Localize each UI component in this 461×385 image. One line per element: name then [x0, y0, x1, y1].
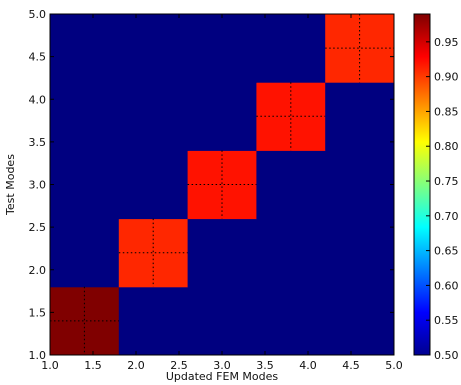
heatmap-cell-r2-c5 — [325, 218, 395, 288]
heatmap-cell-r5-c3 — [187, 14, 257, 83]
heatmap-cell-r2-c1 — [50, 218, 120, 288]
colorbar-tick-label: 0.50 — [434, 349, 459, 362]
y-tick-label: 1.5 — [29, 306, 47, 319]
y-tick-label: 5.0 — [29, 8, 47, 21]
colorbar-tick-label: 0.90 — [434, 71, 459, 84]
x-axis-ticks: 1.0 1.5 2.0 2.5 3.0 3.5 4.0 4.5 5.0 — [41, 14, 403, 372]
heatmap-cell-r4-c1 — [50, 82, 120, 151]
x-tick-label: 2.0 — [127, 359, 145, 372]
x-tick-label: 1.0 — [41, 359, 59, 372]
heatmap-cell-r3-c5 — [325, 150, 395, 220]
heatmap-cell-r5-c1 — [50, 14, 120, 83]
y-tick-label: 1.0 — [29, 349, 47, 362]
heatmap-cell-r1-c5 — [325, 286, 395, 356]
heatmap-cell-r1-c2 — [118, 286, 189, 356]
x-tick-label: 5.0 — [385, 359, 403, 372]
colorbar-ticks: 0.50 0.55 0.60 0.65 0.70 0.75 0.80 0.85 0.90 0.95 — [426, 36, 459, 362]
heatmap-cell-r2-c2 — [118, 218, 189, 288]
heatmap-cell-r1-c1 — [50, 286, 120, 356]
x-axis-label: Updated FEM Modes — [166, 370, 279, 383]
heatmap-cell-r4-c3 — [187, 82, 257, 151]
x-tick-label: 3.5 — [256, 359, 274, 372]
y-axis-ticks: 1.0 1.5 2.0 2.5 3.0 3.5 4.0 4.5 5.0 — [29, 8, 394, 362]
heatmap-cell-r4-c2 — [118, 82, 189, 151]
heatmap-cells — [50, 14, 395, 356]
heatmap-cell-r5-c4 — [256, 14, 326, 83]
cell-dotted-lines — [50, 14, 394, 355]
x-tick-label: 3.0 — [213, 359, 231, 372]
heatmap-cell-r3-c3 — [187, 150, 257, 220]
colorbar-tick-label: 0.85 — [434, 105, 459, 118]
heatmap-cell-r3-c2 — [118, 150, 189, 220]
heatmap-cell-r1-c3 — [187, 286, 257, 356]
heatmap-cell-r3-c4 — [256, 150, 326, 220]
y-tick-label: 4.0 — [29, 93, 47, 106]
y-axis-label: Test Modes — [4, 154, 17, 216]
y-tick-label: 2.0 — [29, 264, 47, 277]
x-tick-label: 4.0 — [299, 359, 317, 372]
x-tick-label: 2.5 — [170, 359, 188, 372]
heatmap-cell-r5-c2 — [118, 14, 189, 83]
y-tick-label: 3.5 — [29, 136, 47, 149]
y-tick-label: 2.5 — [29, 221, 47, 234]
colorbar-tick-label: 0.75 — [434, 175, 459, 188]
heatmap-cell-r4-c5 — [325, 82, 395, 151]
heatmap-cell-r2-c4 — [256, 218, 326, 288]
colorbar-tick-label: 0.95 — [434, 36, 459, 49]
colorbar-tick-label: 0.55 — [434, 314, 459, 327]
y-tick-label: 3.0 — [29, 179, 47, 192]
heatmap-cell-r4-c4 — [256, 82, 326, 151]
colorbar-tick-label: 0.60 — [434, 279, 459, 292]
y-tick-label: 4.5 — [29, 51, 47, 64]
heatmap-cell-r1-c4 — [256, 286, 326, 356]
heatmap-cell-r3-c1 — [50, 150, 120, 220]
heatmap-cell-r2-c3 — [187, 218, 257, 288]
x-tick-label: 1.5 — [84, 359, 102, 372]
heatmap-cell-r5-c5 — [325, 14, 395, 83]
x-tick-label: 4.5 — [342, 359, 360, 372]
colorbar-tick-label: 0.65 — [434, 245, 459, 258]
colorbar-tick-label: 0.80 — [434, 140, 459, 153]
colorbar — [413, 13, 431, 356]
colorbar-tick-label: 0.70 — [434, 210, 459, 223]
